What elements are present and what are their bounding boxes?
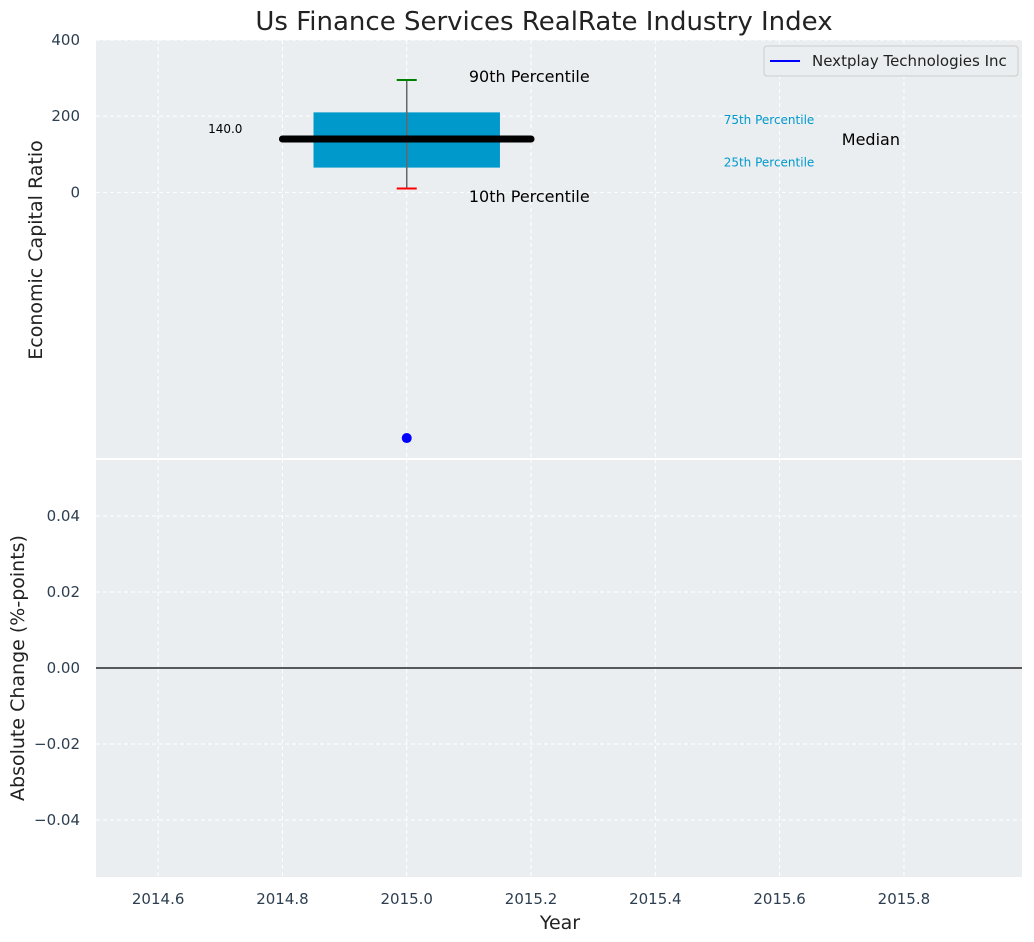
top-plot-area: [96, 40, 1022, 459]
company-data-point: [401, 433, 412, 444]
legend-box: [763, 45, 1019, 77]
bottom-y-tick-label: 0.04: [47, 507, 80, 525]
top-y-tick-label: 200: [51, 107, 80, 125]
legend: Nextplay Technologies Inc: [763, 45, 1019, 77]
bottom-y-axis-label: Absolute Change (%-points): [7, 535, 29, 801]
chart-title: Us Finance Services RealRate Industry In…: [255, 7, 832, 37]
percentile-annotation: 25th Percentile: [724, 155, 815, 169]
percentile-annotation: Median: [842, 130, 900, 149]
percentile-annotation: 75th Percentile: [724, 113, 815, 127]
top-y-ticks: 0 200 400: [51, 31, 80, 201]
percentile-annotation: 90th Percentile: [469, 67, 590, 86]
x-tick-label: 2015.6: [753, 890, 806, 908]
bottom-y-tick-label: 0.02: [47, 583, 80, 601]
top-annotations: 90th Percentile 10th Percentile 75th Perce…: [469, 67, 900, 206]
median-value-label: 140.0: [208, 122, 242, 136]
x-tick-label: 2015.2: [505, 890, 558, 908]
x-tick-label: 2015.0: [380, 890, 433, 908]
top-gridlines: [96, 39, 1022, 459]
top-marks: 140.0: [208, 78, 535, 444]
x-tick-label: 2015.4: [629, 890, 682, 908]
bottom-y-tick-label: −0.04: [34, 811, 80, 829]
top-y-axis-label: Economic Capital Ratio: [25, 140, 47, 359]
bottom-y-tick-label: 0.00: [47, 659, 80, 677]
bottom-y-tick-label: −0.02: [34, 735, 80, 753]
bottom-panel: −0.04 −0.02 0.00 0.02 0.04 Absolute Change (…: [7, 458, 1022, 877]
top-panel: 0 200 400 140.0 90th Percentile 10th Percen…: [25, 31, 1022, 459]
percentile-annotation: 10th Percentile: [469, 187, 590, 206]
bottom-gridlines: [96, 459, 1022, 877]
legend-label: Nextplay Technologies Inc: [812, 52, 1007, 70]
x-ticks: 2014.6 2014.8 2015.0 2015.2 2015.4 2015.6 2015…: [132, 890, 930, 908]
x-tick-label: 2014.8: [256, 890, 309, 908]
top-y-tick-label: 400: [51, 31, 80, 49]
bottom-y-ticks: −0.04 −0.02 0.00 0.02 0.04: [34, 507, 80, 829]
x-tick-label: 2015.8: [878, 890, 931, 908]
x-axis-label: Year: [539, 912, 580, 934]
x-tick-label: 2014.6: [132, 890, 185, 908]
top-y-tick-label: 0: [70, 183, 80, 201]
